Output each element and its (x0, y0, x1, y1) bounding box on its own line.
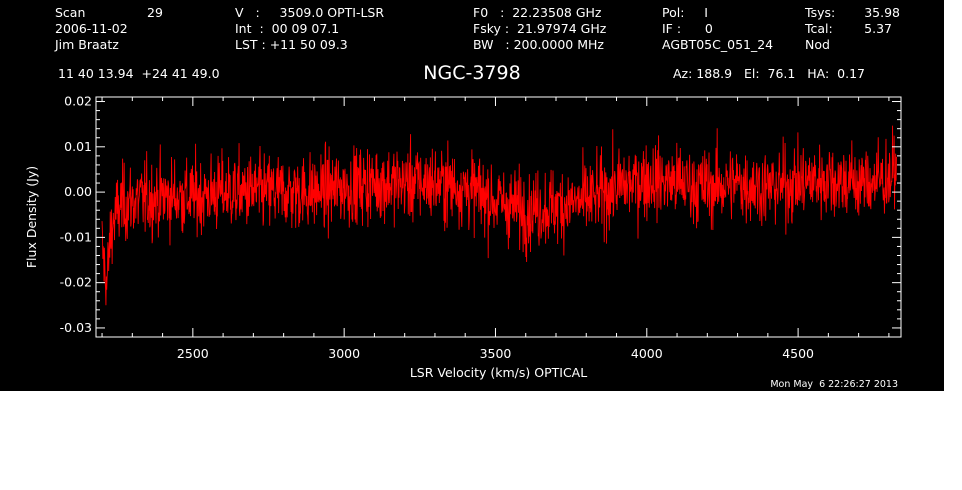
x-tick-label: 3500 (480, 346, 512, 361)
y-tick-label: 0.01 (64, 139, 92, 154)
switching-mode: Nod (805, 37, 830, 52)
sky-frequency: Fsky : 21.97974 GHz (473, 21, 607, 36)
scan-value: 29 (147, 5, 163, 20)
axes-layer: 2500 3000 3500 4000 4500 0.02 0.01 0.00 -0.01 -0.… (24, 94, 902, 380)
tcal-value: 5.37 (864, 21, 892, 36)
observer-name: Jim Braatz (55, 37, 119, 52)
x-tick-label: 4500 (782, 346, 814, 361)
plot-frame (95, 96, 902, 338)
lst-info: LST : +11 50 09.3 (235, 37, 348, 52)
rest-frequency: F0 : 22.23508 GHz (473, 5, 602, 20)
if-number: IF : 0 (662, 21, 713, 36)
x-tick-label: 3000 (328, 346, 360, 361)
y-axis-label: Flux Density (Jy) (24, 166, 39, 268)
pointing-info: Az: 188.9 El: 76.1 HA: 0.17 (673, 66, 866, 81)
source-coordinates: 11 40 13.94 +24 41 49.0 (58, 66, 220, 81)
spectrum-trace-layer (101, 125, 897, 306)
velocity-info: V : 3509.0 OPTI-LSR (235, 5, 385, 20)
bandwidth: BW : 200.0000 MHz (473, 37, 604, 52)
y-tick-label: 0.02 (64, 94, 92, 109)
x-tick-label: 2500 (177, 346, 209, 361)
tsys-value: 35.98 (864, 5, 900, 20)
object-name: NGC-3798 (423, 62, 521, 84)
integration-time: Int : 00 09 07.1 (235, 21, 340, 36)
y-tick-label: -0.01 (60, 229, 92, 244)
project-id: AGBT05C_051_24 (662, 37, 774, 52)
spectrum-chart: 2500 3000 3500 4000 4500 0.02 0.01 0.00 -0.01 -0.… (24, 94, 902, 380)
y-tick-label: -0.02 (60, 275, 92, 290)
polarization: Pol: I (662, 5, 708, 20)
spectrum-line (101, 125, 897, 306)
scan-label: Scan (55, 5, 86, 20)
tsys-label: Tsys: (805, 5, 836, 20)
y-tick-label: -0.03 (60, 320, 92, 335)
spectrum-plot-panel: Scan 29 2006-11-02 Jim Braatz V : 3509.0… (0, 0, 944, 391)
x-tick-label: 4000 (631, 346, 663, 361)
tcal-label: Tcal: (805, 21, 833, 36)
observation-date: 2006-11-02 (55, 21, 128, 36)
y-tick-label: 0.00 (64, 184, 92, 199)
x-axis-label: LSR Velocity (km/s) OPTICAL (410, 365, 587, 380)
plot-timestamp: Mon May 6 22:26:27 2013 (770, 379, 898, 390)
